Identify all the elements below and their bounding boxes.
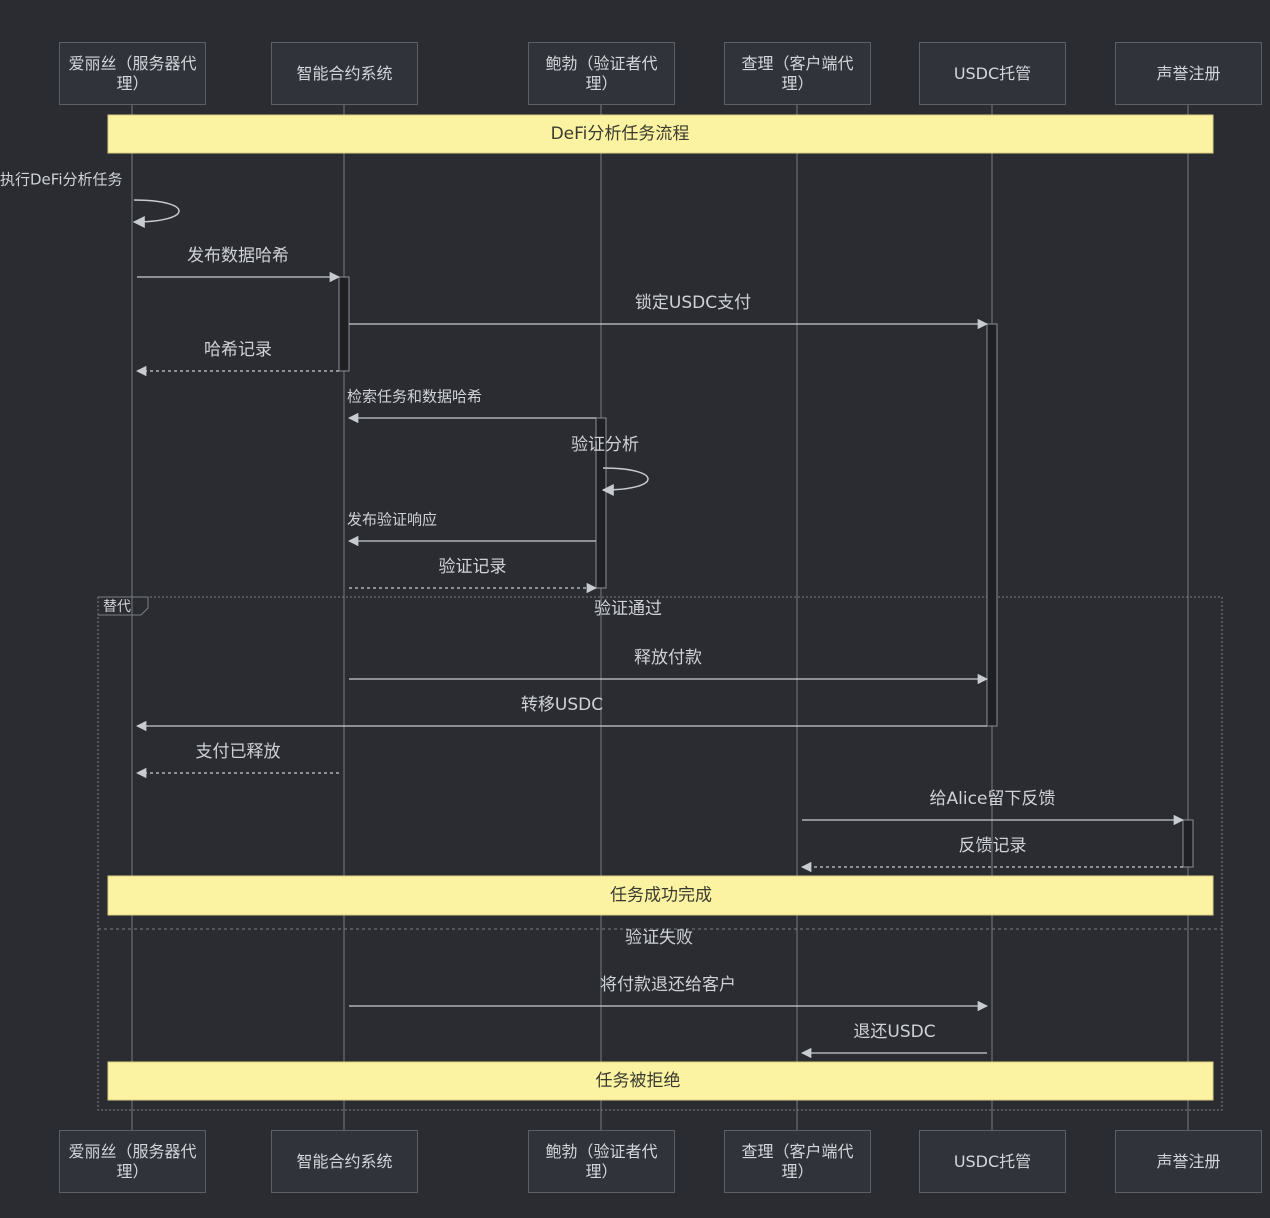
note (107, 1061, 1214, 1101)
alt-tab (98, 596, 149, 616)
message-label: 反馈记录 (959, 836, 1027, 856)
participant-box: 查理（客户端代理） (724, 42, 871, 105)
alt-label: 替代 (103, 599, 131, 615)
message-label: 给Alice留下反馈 (930, 789, 1056, 809)
note (107, 114, 1214, 154)
activation-bar (1182, 819, 1194, 868)
activation-bar (595, 417, 607, 589)
message-label: 检索任务和数据哈希 (347, 388, 482, 406)
participant-box: 查理（客户端代理） (724, 1130, 871, 1193)
alt-frame (97, 596, 1223, 1111)
self-message (601, 467, 649, 496)
message-label: 将付款退还给客户 (600, 975, 736, 995)
message-label: 哈希记录 (204, 340, 272, 360)
message-label: 释放付款 (634, 648, 702, 668)
note-text: 任务成功完成 (610, 886, 712, 906)
message-label: 转移USDC (521, 695, 603, 715)
section-label: 验证通过 (594, 599, 662, 619)
participant-box: 声誉注册 (1115, 42, 1262, 105)
message-label: 锁定USDC支付 (635, 293, 751, 313)
message-label: 退还USDC (853, 1022, 935, 1042)
note-text: 任务被拒绝 (596, 1071, 681, 1091)
note-text: DeFi分析任务流程 (551, 124, 690, 144)
note (107, 875, 1214, 916)
participant-box: 鲍勃（验证者代理） (528, 1130, 675, 1193)
message-label: 发布验证响应 (347, 511, 437, 529)
section-label: 验证失败 (625, 928, 693, 948)
participant-box: USDC托管 (919, 1130, 1066, 1193)
participant-box: 声誉注册 (1115, 1130, 1262, 1193)
activation-bar (338, 276, 350, 372)
message-label: 验证分析 (571, 435, 639, 455)
message-label: 发布数据哈希 (187, 246, 289, 266)
participant-box: 爱丽丝（服务器代理） (59, 1130, 206, 1193)
participant-box: USDC托管 (919, 42, 1066, 105)
participant-box: 智能合约系统 (271, 42, 418, 105)
message-label: 支付已释放 (196, 742, 281, 762)
message-label: 验证记录 (439, 557, 507, 577)
participant-box: 智能合约系统 (271, 1130, 418, 1193)
message-label: 执行DeFi分析任务 (0, 171, 122, 189)
activation-bar (986, 323, 998, 727)
participant-box: 爱丽丝（服务器代理） (59, 42, 206, 105)
participant-box: 鲍勃（验证者代理） (528, 42, 675, 105)
self-message (132, 199, 180, 228)
